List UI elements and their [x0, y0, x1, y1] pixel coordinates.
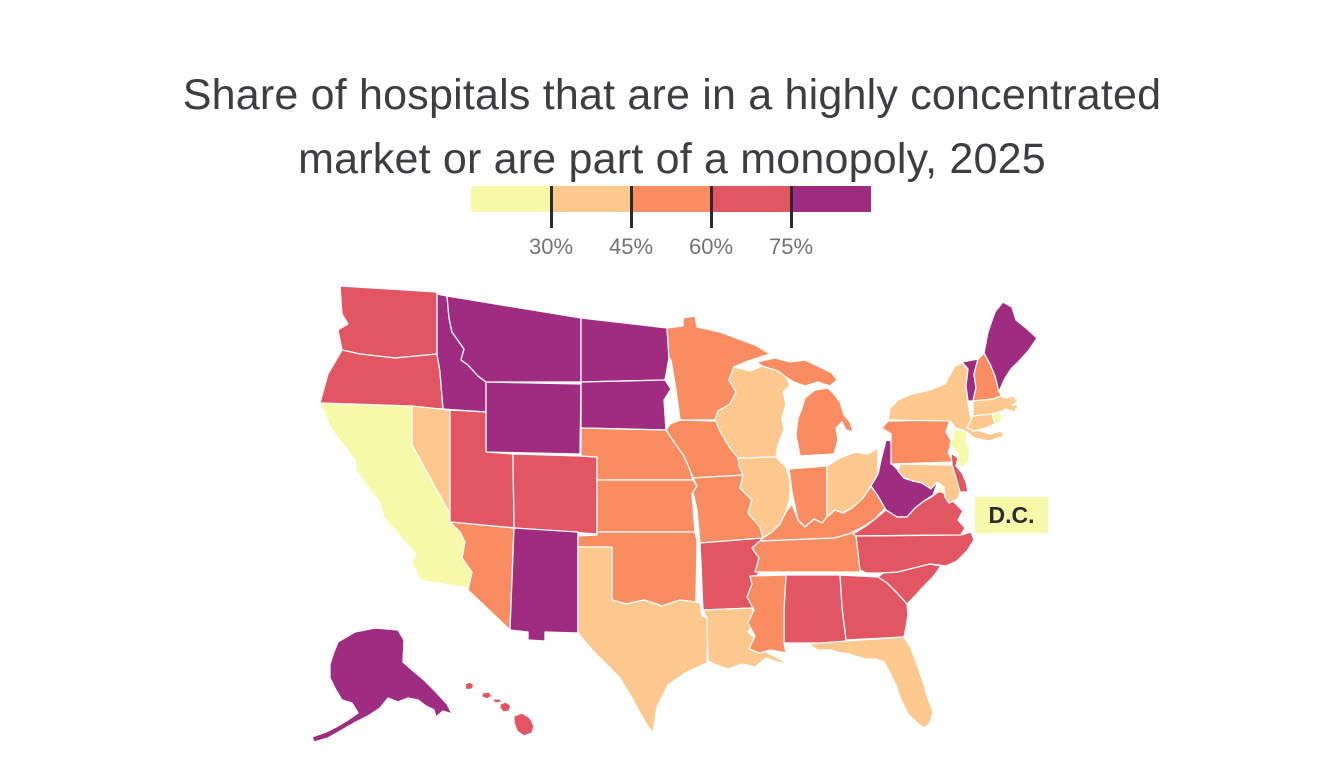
- title-line-1: Share of hospitals that are in a highly …: [182, 70, 1162, 119]
- state-south-dakota: [580, 379, 672, 431]
- state-kansas: [596, 479, 698, 533]
- state-connecticut: [966, 413, 996, 432]
- title-line-2: market or are part of a monopoly, 2025: [298, 134, 1046, 183]
- state-oregon: [319, 349, 444, 410]
- state-hawaii-maui: [499, 701, 512, 713]
- state-montana: [446, 295, 582, 383]
- state-florida: [807, 636, 934, 729]
- legend-tick-label-45: 45%: [608, 234, 654, 259]
- legend-tick-30: [549, 186, 553, 228]
- state-hawaii-oahu: [481, 691, 493, 700]
- dc-callout-label: D.C.: [975, 497, 1048, 533]
- state-new-mexico: [509, 527, 579, 642]
- page-title: Share of hospitals that are in a highly …: [0, 63, 1344, 191]
- us-map-svg: [311, 285, 1038, 743]
- state-colorado: [512, 453, 598, 535]
- dc-callout-text: D.C.: [988, 501, 1035, 528]
- state-district-of-columbia: [937, 486, 944, 493]
- state-mississippi: [746, 574, 787, 654]
- state-new-york: [887, 362, 1005, 442]
- legend-tick-75: [789, 186, 793, 228]
- state-virginia: [852, 489, 966, 537]
- us-map: [300, 270, 1240, 770]
- state-maryland: [897, 463, 961, 504]
- state-hawaii-kauai: [464, 681, 475, 691]
- state-alaska: [311, 627, 453, 743]
- legend-tick-45: [629, 186, 633, 228]
- state-hawaii-molokai: [491, 698, 503, 704]
- state-north-dakota: [580, 317, 670, 383]
- state-michigan: [795, 387, 854, 457]
- legend-swatch-60_75: [711, 186, 791, 212]
- legend-swatch-over_75: [791, 186, 871, 212]
- legend-swatch-30_45: [551, 186, 631, 212]
- legend-swatch-under_30: [471, 186, 551, 212]
- state-texas: [577, 546, 709, 734]
- state-wyoming: [485, 381, 582, 455]
- state-new-jersey: [949, 428, 971, 469]
- state-washington: [337, 285, 438, 359]
- state-north-carolina: [855, 531, 975, 574]
- legend-swatch-45_60: [631, 186, 711, 212]
- legend-color-bar: [471, 186, 871, 212]
- legend-tick-label-60: 60%: [688, 234, 734, 259]
- state-hawaii-big-island: [513, 712, 535, 737]
- legend-tick-60: [709, 186, 713, 228]
- legend-tick-label-75: 75%: [768, 234, 814, 259]
- color-scale-legend: 30% 45% 60% 75%: [471, 186, 871, 262]
- state-michigan-upper-peninsula: [756, 357, 838, 387]
- state-maine: [983, 301, 1038, 393]
- state-pennsylvania: [881, 419, 955, 465]
- legend-tick-label-30: 30%: [528, 234, 574, 259]
